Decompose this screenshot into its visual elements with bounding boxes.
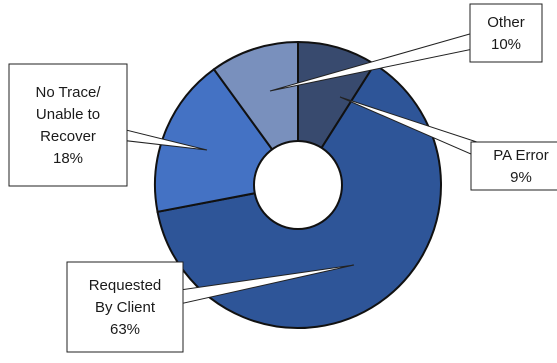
slice-label-2: Recover: [40, 128, 96, 145]
slice-label-2: Unable to: [36, 106, 100, 123]
callout-2: No Trace/Unable to Recover 18%: [8, 63, 208, 187]
slice-value-label-2: 18%: [53, 150, 83, 167]
callout-fill-0: [472, 143, 557, 189]
slice-value-label-0: 9%: [510, 169, 532, 186]
slice-label-1: Requested: [89, 277, 162, 294]
callout-3: Other 10%: [269, 3, 543, 92]
slice-label-3: Other: [487, 14, 525, 31]
callouts-group: PA Error 9% Requested By Client 63% No Trace/…: [8, 3, 557, 353]
doughnut-hole: [253, 140, 343, 230]
slice-label-2: No Trace/: [35, 84, 101, 101]
callout-fill-3: [471, 5, 541, 61]
slice-value-label-1: 63%: [110, 321, 140, 338]
callout-1: Requested By Client 63%: [66, 261, 355, 353]
callout-fill-1: [68, 263, 182, 351]
callout-0: PA Error 9%: [339, 96, 557, 191]
slice-label-1: By Client: [95, 299, 156, 316]
slice-value-label-3: 10%: [491, 36, 521, 53]
slice-label-0: PA Error: [493, 147, 549, 164]
callout-fill-2: [10, 65, 126, 185]
